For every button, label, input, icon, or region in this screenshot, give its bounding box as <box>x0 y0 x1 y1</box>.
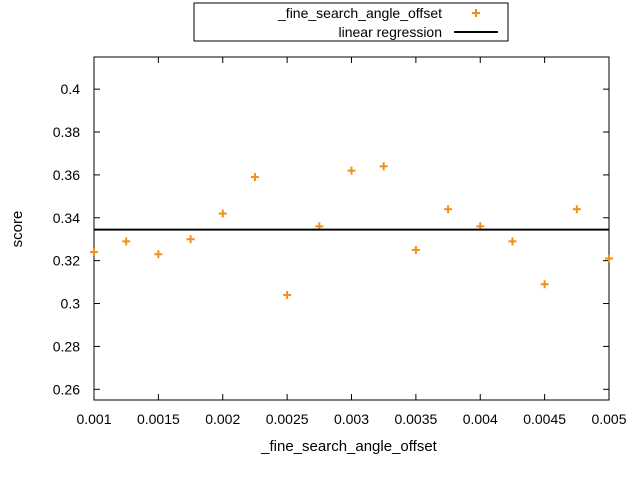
data-point <box>508 237 517 246</box>
x-tick-label: 0.002 <box>205 411 240 427</box>
legend-box <box>193 2 509 42</box>
y-tick-label: 0.3 <box>61 296 81 312</box>
x-tick-label: 0.005 <box>591 411 626 427</box>
data-point <box>572 205 581 214</box>
legend-label-scatter: _fine_search_angle_offset <box>277 5 442 21</box>
x-tick-label: 0.0025 <box>266 411 309 427</box>
y-tick-label: 0.34 <box>53 210 80 226</box>
y-tick-label: 0.38 <box>53 124 80 140</box>
data-point <box>283 290 292 299</box>
x-tick-label: 0.004 <box>463 411 498 427</box>
y-tick-label: 0.4 <box>61 81 81 97</box>
y-tick-label: 0.32 <box>53 253 80 269</box>
x-tick-label: 0.001 <box>76 411 111 427</box>
data-point <box>154 250 163 259</box>
x-tick-label: 0.0045 <box>523 411 566 427</box>
data-point <box>90 248 98 257</box>
x-tick-label: 0.0035 <box>394 411 437 427</box>
x-tick-label: 0.0015 <box>137 411 180 427</box>
y-tick-label: 0.28 <box>53 338 80 354</box>
legend-marker-scatter <box>472 9 480 17</box>
data-point <box>122 237 131 246</box>
y-tick-label: 0.26 <box>53 381 80 397</box>
y-tick-label: 0.36 <box>53 167 80 183</box>
data-point <box>444 205 453 214</box>
x-axis-ticks: 0.001 0.0015 0.002 0.0025 0.003 0.0035 0.004 0.… <box>76 57 627 427</box>
series-layer <box>90 162 613 299</box>
legend: _fine_search_angle_offset linear regress… <box>193 2 509 42</box>
data-point <box>218 209 227 218</box>
data-point <box>540 280 549 289</box>
data-point <box>186 235 195 244</box>
data-point <box>411 245 420 254</box>
y-axis-label: score <box>9 211 26 248</box>
y-axis-ticks: 0.26 0.28 0.3 0.32 0.34 0.36 0.38 0.4 <box>53 81 609 397</box>
data-point <box>379 162 388 171</box>
x-tick-label: 0.003 <box>334 411 369 427</box>
legend-label-regression: linear regression <box>339 24 443 40</box>
data-point <box>347 166 356 175</box>
data-point <box>250 173 259 182</box>
data-point <box>605 254 613 263</box>
x-axis-label: _fine_search_angle_offset <box>260 438 438 455</box>
